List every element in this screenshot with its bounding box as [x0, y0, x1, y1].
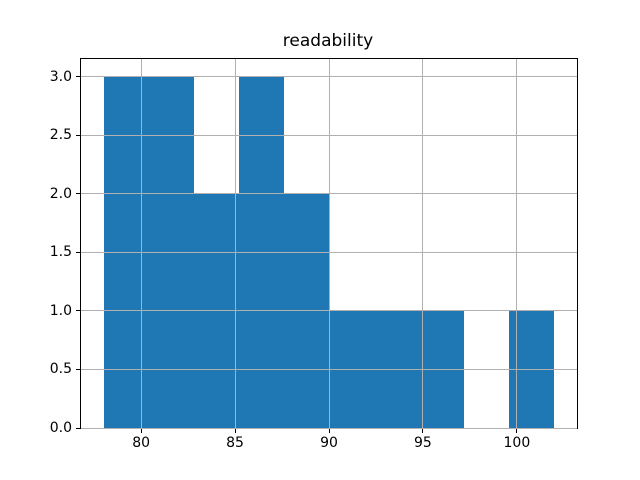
x-gridline	[140, 59, 142, 428]
y-tick-label: 2.0	[49, 185, 72, 202]
y-gridline	[81, 193, 577, 195]
x-tick-label: 85	[226, 435, 244, 451]
x-tick	[328, 429, 330, 433]
y-gridline	[81, 427, 577, 429]
y-tick-label: 1.0	[49, 302, 72, 319]
y-tick	[76, 134, 80, 136]
y-gridline	[81, 134, 577, 136]
x-tick-label: 90	[320, 435, 338, 451]
x-tick-label: 95	[414, 435, 432, 451]
x-tick-label: 100	[503, 435, 531, 451]
y-tick-label: 2.5	[49, 127, 72, 144]
x-gridline	[422, 59, 424, 428]
y-tick	[76, 368, 80, 370]
y-gridline	[81, 310, 577, 312]
y-tick-label: 0.5	[49, 361, 72, 378]
y-tick	[76, 193, 80, 195]
y-tick	[76, 310, 80, 312]
chart-title: readability	[282, 31, 374, 51]
x-tick	[234, 429, 236, 433]
x-gridline	[328, 59, 330, 428]
y-tick	[76, 76, 80, 78]
y-tick-label: 3.0	[49, 68, 72, 85]
x-tick	[516, 429, 518, 433]
y-gridline	[81, 251, 577, 253]
x-gridline	[234, 59, 236, 428]
x-tick	[422, 429, 424, 433]
x-tick-label: 80	[132, 435, 151, 451]
y-tick-label: 0.0	[49, 420, 72, 436]
plot-area	[80, 58, 578, 429]
y-tick	[76, 251, 80, 253]
y-tick	[76, 427, 80, 429]
x-gridline	[516, 59, 518, 428]
y-gridline	[81, 76, 577, 78]
x-tick	[140, 429, 142, 433]
y-tick-label: 1.5	[49, 244, 72, 261]
y-gridline	[81, 368, 577, 370]
